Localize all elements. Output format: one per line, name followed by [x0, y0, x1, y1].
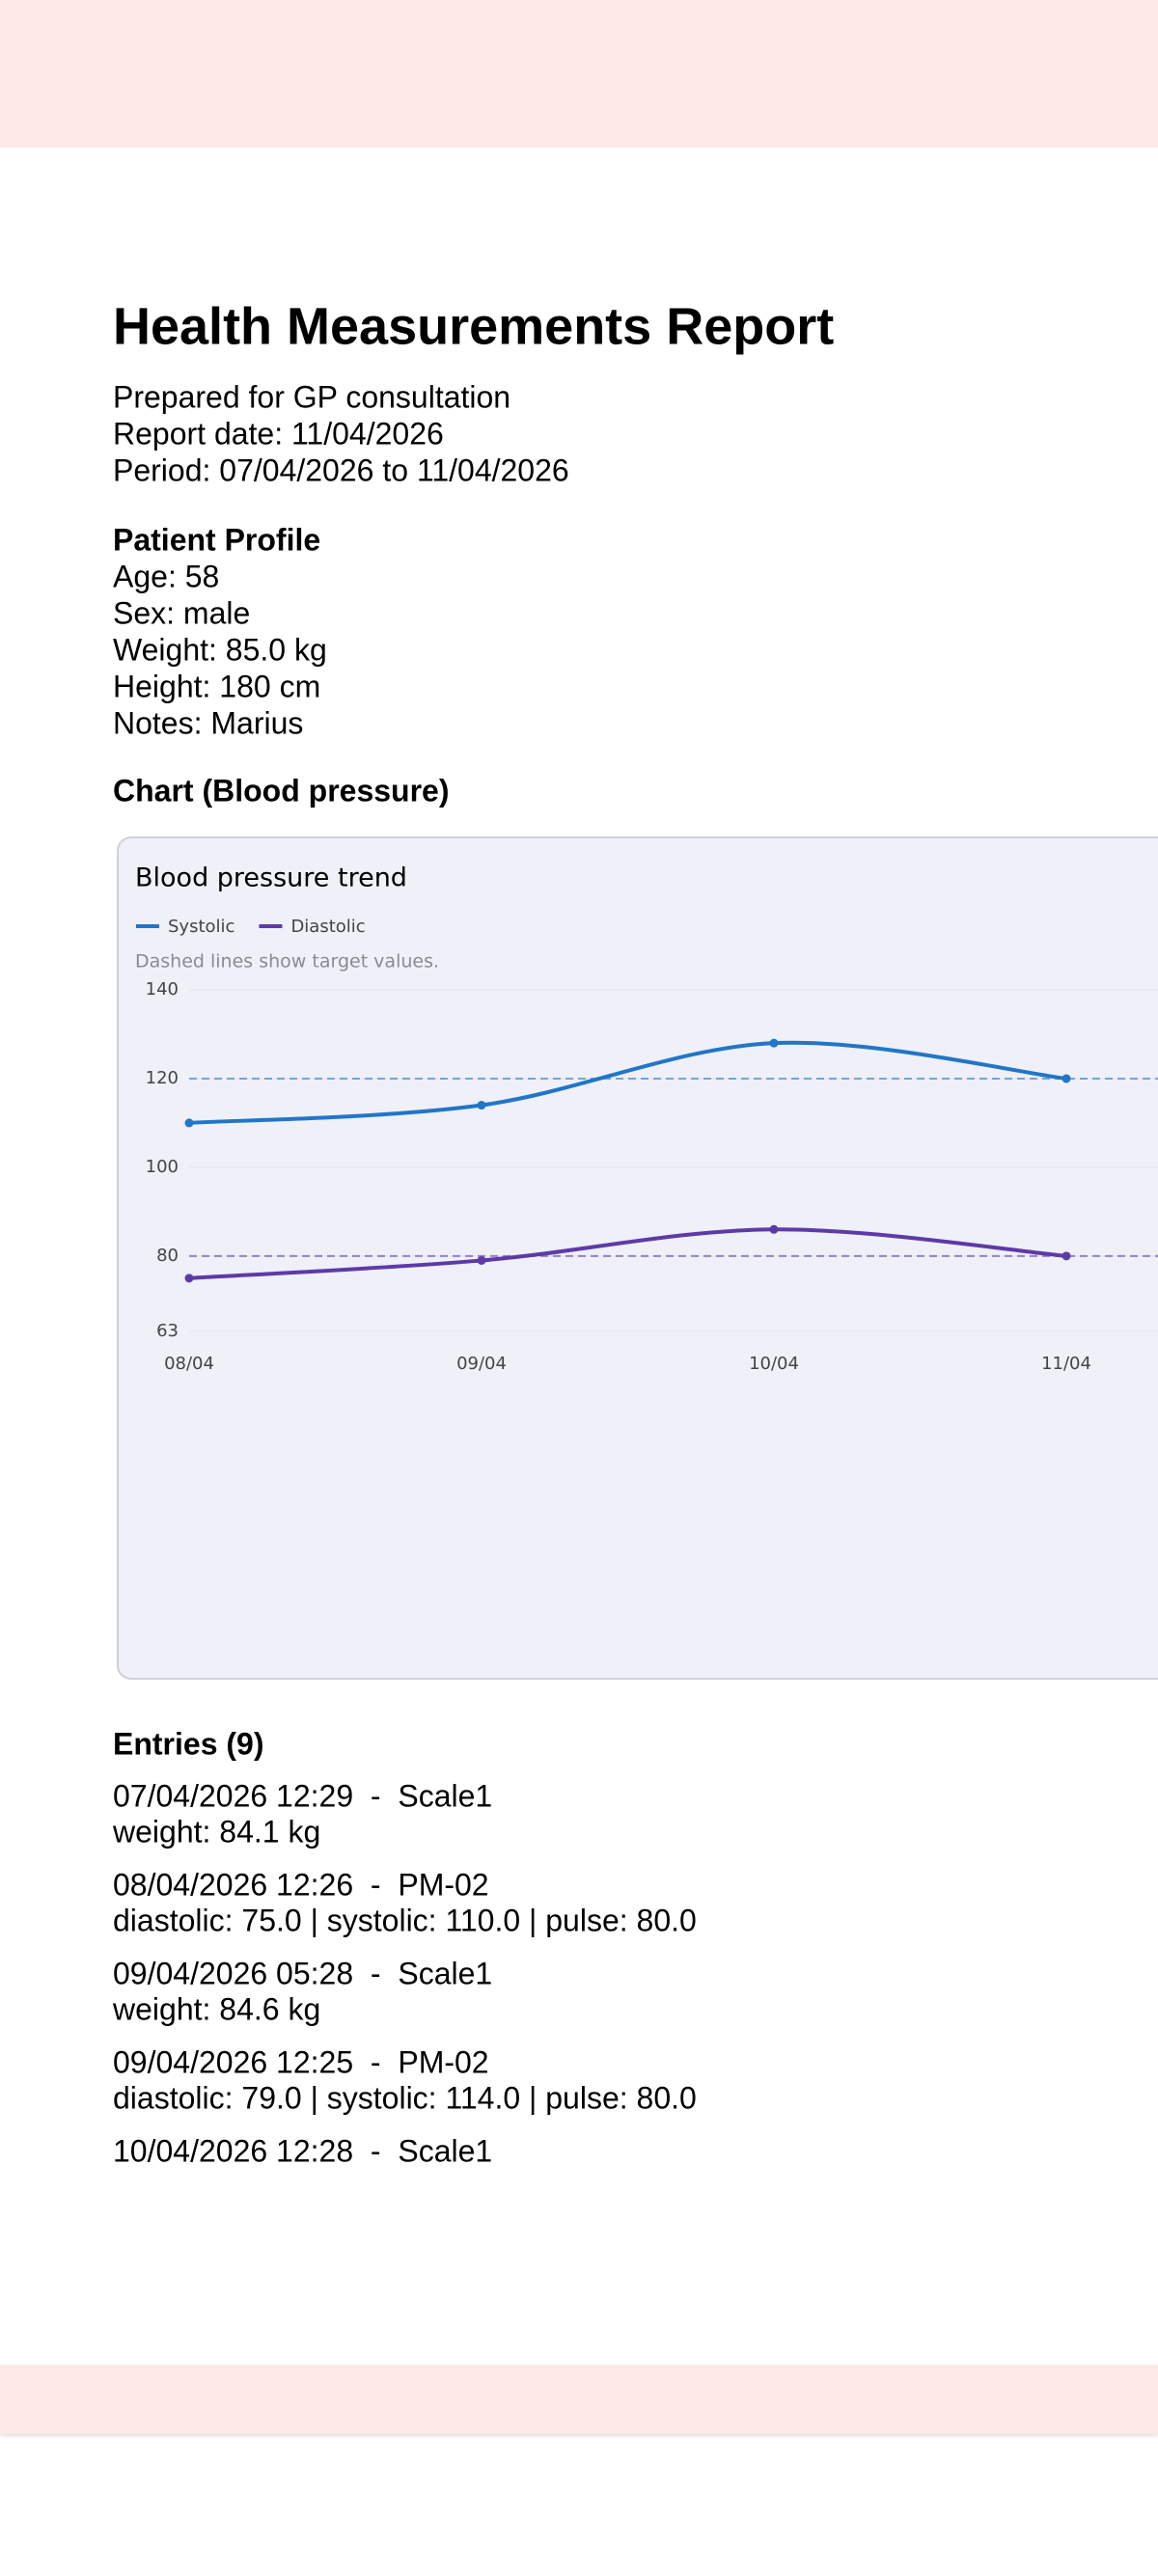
entry-header: 08/04/2026 12:26 - PM-02 — [113, 1867, 489, 1902]
data-point — [184, 1274, 194, 1283]
chart-title: Blood pressure trend — [135, 863, 407, 893]
section-heading: Patient Profile — [113, 522, 320, 557]
x-tick-label: 10/04 — [749, 1354, 799, 1374]
entry-detail: diastolic: 79.0 | systolic: 114.0 | puls… — [113, 2080, 697, 2115]
chart-card — [117, 836, 1158, 1680]
x-tick-label: 08/04 — [164, 1354, 214, 1374]
data-point — [769, 1224, 779, 1234]
data-point — [477, 1255, 486, 1265]
report-title: Health Measurements Report — [113, 297, 834, 355]
chart-note: Dashed lines show target values. — [135, 951, 439, 973]
data-point — [184, 1118, 194, 1128]
y-tick-label: 80 — [156, 1246, 179, 1266]
report-line: Prepared for GP consultation — [113, 379, 510, 414]
section-heading: Chart (Blood pressure) — [113, 773, 449, 808]
entry-detail: weight: 84.1 kg — [112, 1814, 320, 1849]
entry-detail: weight: 84.6 kg — [112, 1991, 320, 2026]
entry-header: 09/04/2026 12:25 - PM-02 — [113, 2044, 489, 2079]
entry-header: 07/04/2026 12:29 - Scale1 — [113, 1778, 492, 1813]
profile-line: Age: 58 — [113, 559, 219, 593]
y-tick-label: 140 — [146, 979, 179, 1000]
report-line: Report date: 11/04/2026 — [113, 416, 444, 451]
y-tick-label: 120 — [146, 1068, 179, 1088]
data-point — [1062, 1074, 1071, 1083]
profile-line: Sex: male — [113, 595, 250, 630]
data-point — [477, 1101, 486, 1110]
profile-line: Weight: 85.0 kg — [113, 632, 327, 667]
x-tick-label: 09/04 — [456, 1354, 507, 1374]
entry-header: 10/04/2026 12:28 - Scale1 — [113, 2133, 492, 2168]
profile-line: Notes: Marius — [113, 705, 303, 740]
series-line — [188, 1227, 1067, 1280]
section-heading: Entries (9) — [113, 1726, 263, 1761]
entry-detail: diastolic: 75.0 | systolic: 110.0 | puls… — [113, 1903, 697, 1937]
bottom-band — [0, 2365, 1158, 2434]
y-tick-label: 100 — [146, 1157, 179, 1177]
profile-line: Height: 180 cm — [113, 669, 320, 703]
y-tick-label: 63 — [156, 1321, 179, 1341]
legend-label: Diastolic — [290, 917, 365, 937]
legend-label: Systolic — [168, 917, 234, 937]
series-line — [188, 1040, 1067, 1125]
x-tick-label: 11/04 — [1041, 1354, 1091, 1374]
report-line: Period: 07/04/2026 to 11/04/2026 — [113, 452, 569, 487]
entry-header: 09/04/2026 05:28 - Scale1 — [113, 1956, 492, 1990]
data-point — [1062, 1251, 1071, 1261]
data-point — [769, 1038, 779, 1048]
top-band — [0, 0, 1158, 148]
